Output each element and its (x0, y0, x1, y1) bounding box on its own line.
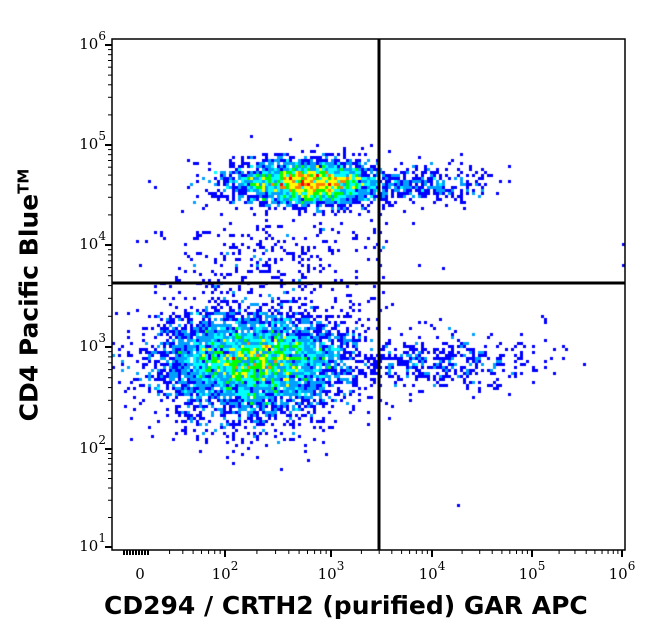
plot-border (111, 38, 626, 551)
x-axis-title: CD294 / CRTH2 (purified) GAR APC (104, 591, 588, 620)
y-tick-label: 102 (79, 433, 106, 457)
y-tick-label: 104 (79, 229, 106, 253)
x-tick-label: 0 (135, 565, 145, 583)
y-axis-title: CD4 Pacific BlueTM (14, 169, 43, 422)
y-tick-label: 101 (79, 531, 106, 555)
y-tick-label: 103 (79, 331, 106, 355)
x-tick-label: 106 (608, 559, 636, 583)
axis-ticks (105, 44, 623, 557)
trademark-mark: TM (14, 168, 33, 194)
x-tick-label: 104 (418, 559, 446, 583)
y-axis-title-text: CD4 Pacific Blue (14, 193, 44, 422)
quadrant-gate (112, 39, 625, 550)
density-dot-plot-area (112, 39, 625, 550)
y-tick-label: 105 (79, 129, 106, 153)
plot-frame (111, 38, 626, 551)
x-tick-label: 105 (518, 559, 546, 583)
x-tick-label: 103 (317, 559, 345, 583)
y-tick-label: 106 (79, 29, 106, 53)
x-tick-label: 102 (211, 559, 239, 583)
